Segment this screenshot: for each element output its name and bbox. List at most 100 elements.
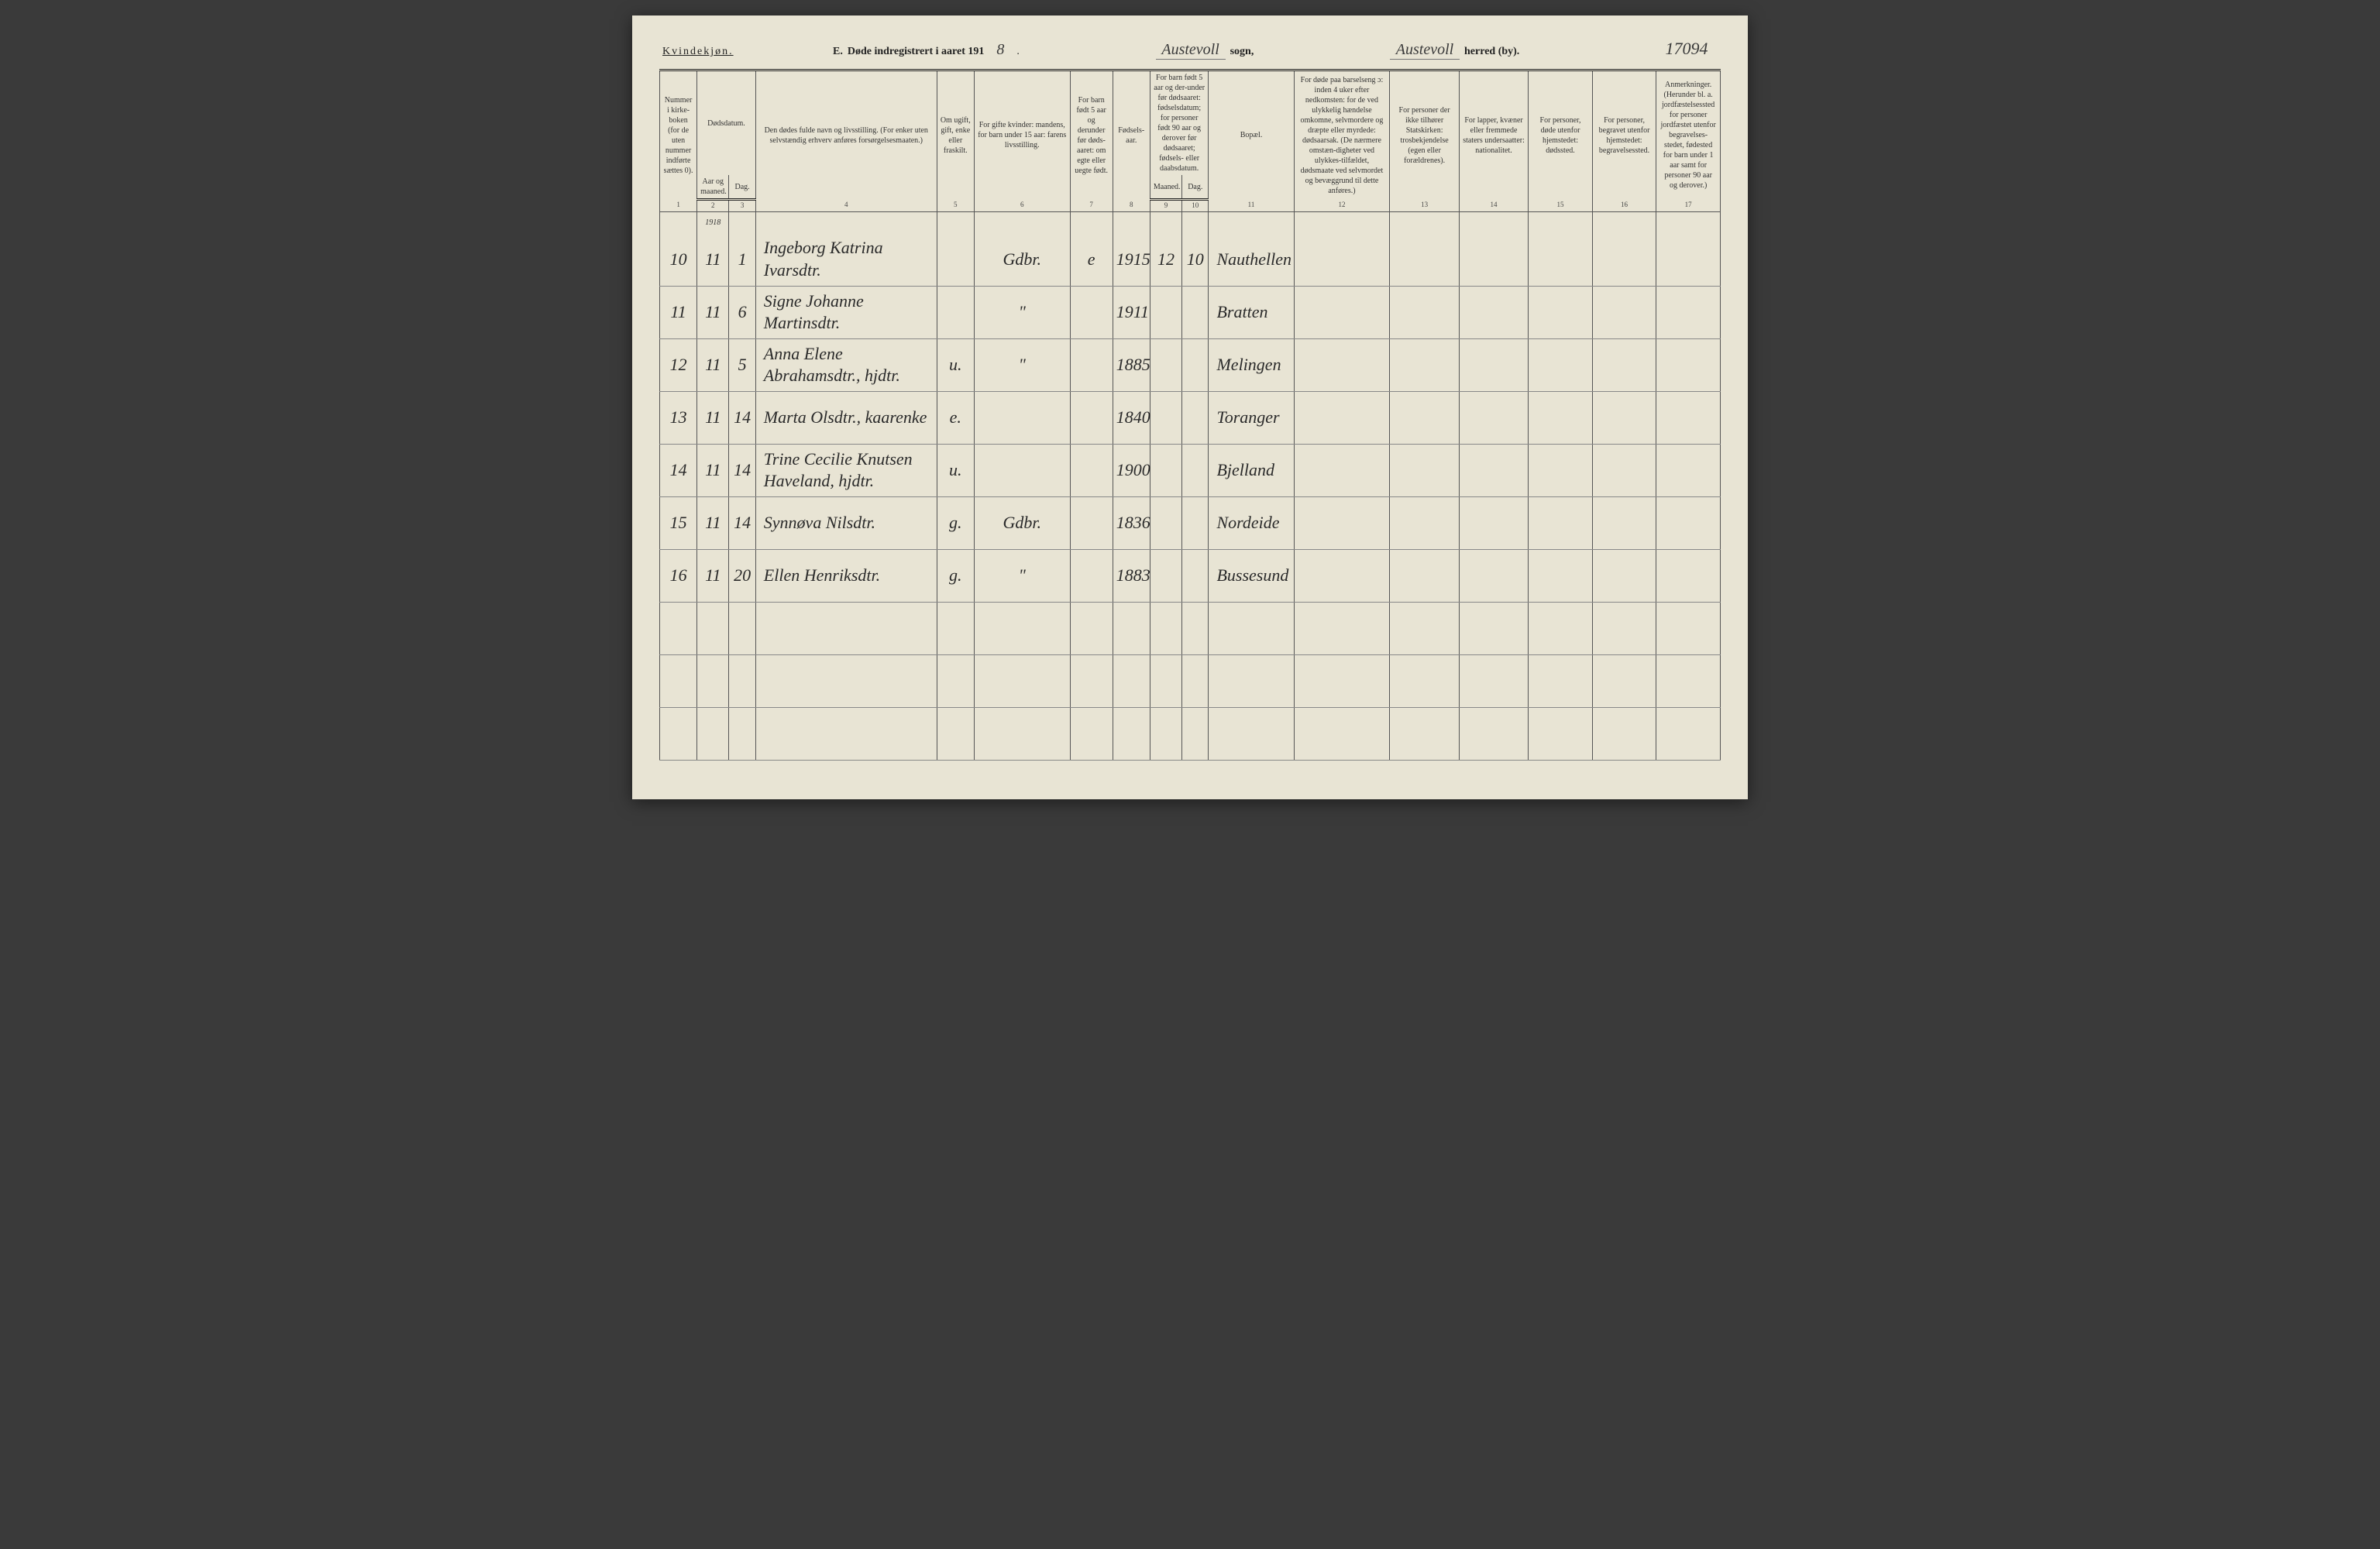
- colnum: 2: [697, 200, 729, 212]
- cell: [974, 654, 1070, 707]
- cell: [1529, 654, 1593, 707]
- cell: 1836: [1113, 496, 1150, 549]
- cell: [660, 602, 697, 654]
- cell: [1592, 338, 1656, 391]
- cell: [937, 233, 974, 286]
- table-header: Nummer i kirke-boken (for de uten nummer…: [660, 70, 1721, 200]
- cell: 1840: [1113, 391, 1150, 444]
- cell: [1182, 338, 1209, 391]
- cell: [1656, 338, 1721, 391]
- sogn-label: sogn,: [1230, 46, 1254, 58]
- colnum: 5: [937, 200, 974, 212]
- cell: [1070, 496, 1113, 549]
- cell: Nordeide: [1209, 496, 1294, 549]
- cell: 14: [729, 444, 755, 496]
- cell: [1294, 602, 1390, 654]
- cell: g.: [937, 549, 974, 602]
- cell: [1150, 286, 1181, 338]
- year-suffix: 8: [989, 41, 1012, 59]
- cell: ": [974, 549, 1070, 602]
- cell: [1150, 549, 1181, 602]
- colnum: 9: [1150, 200, 1181, 212]
- cell: [1150, 496, 1181, 549]
- cell: u.: [937, 444, 974, 496]
- cell: 11: [660, 286, 697, 338]
- cell: [1182, 391, 1209, 444]
- cell: [1390, 707, 1459, 760]
- cell: [1294, 654, 1390, 707]
- colnum: 16: [1592, 200, 1656, 212]
- cell: [1070, 602, 1113, 654]
- table-row: [660, 707, 1721, 760]
- cell: [1294, 286, 1390, 338]
- colnum: 15: [1529, 200, 1593, 212]
- herred-value: Austevoll: [1390, 41, 1460, 60]
- cell: [1529, 286, 1593, 338]
- cell: [1294, 338, 1390, 391]
- cell: [1294, 233, 1390, 286]
- col-header-11: Bopæl.: [1209, 70, 1294, 200]
- table-row: 161120Ellen Henriksdtr.g."1883Bussesund: [660, 549, 1721, 602]
- cell: [1182, 496, 1209, 549]
- cell: [1294, 707, 1390, 760]
- cell: 16: [660, 549, 697, 602]
- cell: u.: [937, 338, 974, 391]
- cell: Melingen: [1209, 338, 1294, 391]
- cell: [1529, 233, 1593, 286]
- cell: [729, 707, 755, 760]
- colnum: 12: [1294, 200, 1390, 212]
- year-marker-row: 1918: [660, 211, 1721, 233]
- colnum: 3: [729, 200, 755, 212]
- cell: [1459, 602, 1528, 654]
- sogn-value: Austevoll: [1156, 41, 1226, 60]
- colnum: 10: [1182, 200, 1209, 212]
- colnum: 11: [1209, 200, 1294, 212]
- cell: [1150, 602, 1181, 654]
- cell: [1656, 602, 1721, 654]
- col-header-2: Aar og maaned.: [697, 175, 729, 200]
- table-row: 10111Ingeborg Katrina Ivarsdtr.Gdbr.e191…: [660, 233, 1721, 286]
- cell: [937, 654, 974, 707]
- cell: [1529, 707, 1593, 760]
- cell: Toranger: [1209, 391, 1294, 444]
- cell: 1885: [1113, 338, 1150, 391]
- cell: [974, 391, 1070, 444]
- cell: [755, 654, 937, 707]
- cell: [1294, 496, 1390, 549]
- cell: [1182, 654, 1209, 707]
- cell: [1150, 338, 1181, 391]
- cell: [1390, 391, 1459, 444]
- cell: [660, 654, 697, 707]
- cell: [1390, 496, 1459, 549]
- cell: [1656, 496, 1721, 549]
- cell: Synnøva Nilsdtr.: [755, 496, 937, 549]
- cell: [1070, 391, 1113, 444]
- cell: [1113, 707, 1150, 760]
- cell: 11: [697, 444, 729, 496]
- cell: e: [1070, 233, 1113, 286]
- colnum: 7: [1070, 200, 1113, 212]
- cell: [1592, 286, 1656, 338]
- cell: [1070, 654, 1113, 707]
- cell: [755, 707, 937, 760]
- cell: Trine Cecilie Knutsen Haveland, hjdtr.: [755, 444, 937, 496]
- cell: [1656, 549, 1721, 602]
- cell: [1209, 707, 1294, 760]
- cell: [697, 654, 729, 707]
- cell: [974, 602, 1070, 654]
- ledger-page: Kvindekjøn. E. Døde indregistrert i aare…: [632, 15, 1748, 799]
- cell: [1459, 286, 1528, 338]
- cell: [729, 602, 755, 654]
- col-header-5: Om ugift, gift, enke eller fraskilt.: [937, 70, 974, 200]
- cell: [1150, 444, 1181, 496]
- cell: [1592, 654, 1656, 707]
- cell: 12: [1150, 233, 1181, 286]
- cell: [1070, 444, 1113, 496]
- cell: 13: [660, 391, 697, 444]
- cell: [1459, 233, 1528, 286]
- col-header-birthdate: For barn født 5 aar og der-under før død…: [1150, 70, 1209, 176]
- cell: [1390, 549, 1459, 602]
- cell: Marta Olsdtr., kaarenke: [755, 391, 937, 444]
- cell: e.: [937, 391, 974, 444]
- cell: g.: [937, 496, 974, 549]
